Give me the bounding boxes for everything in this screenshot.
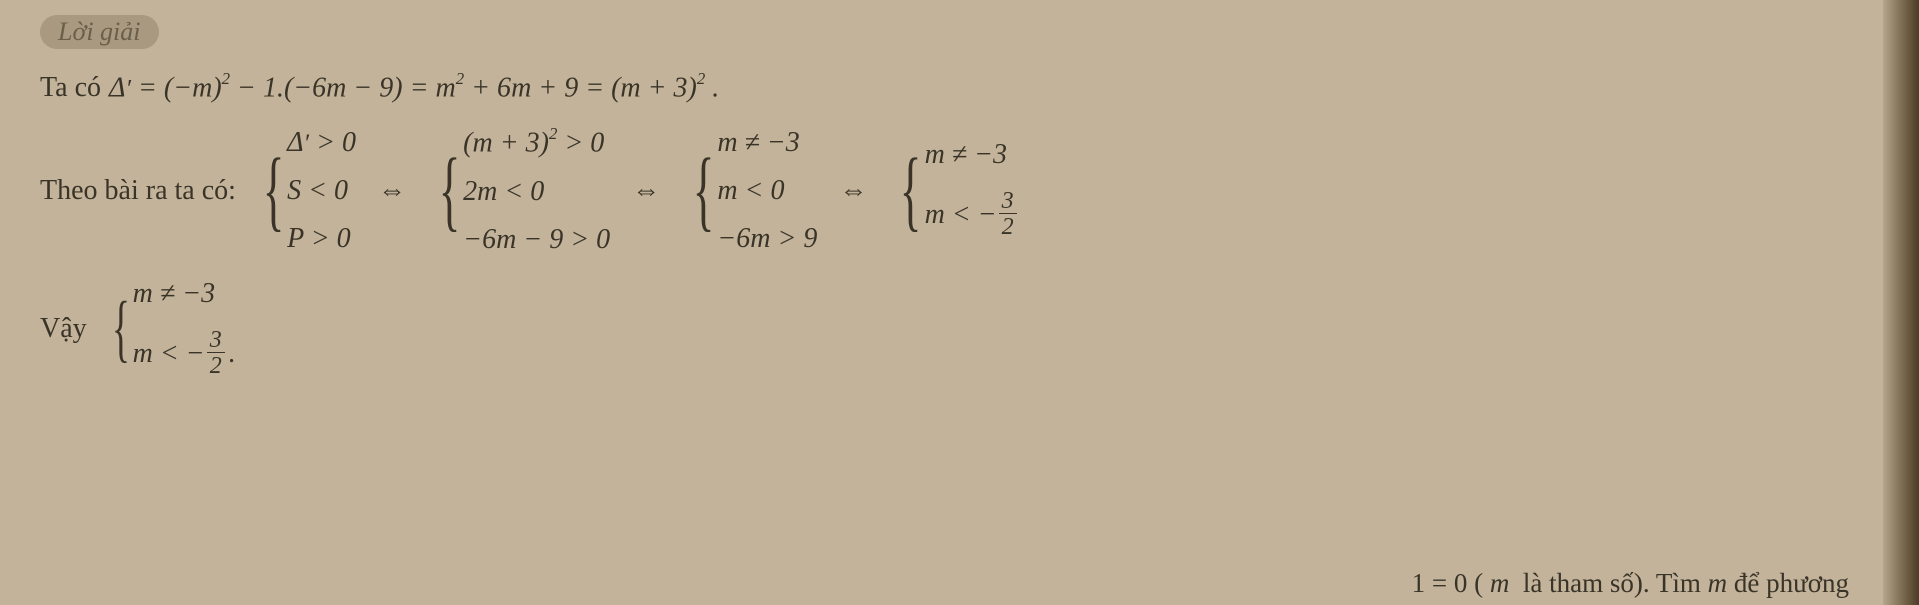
line2-lead: Theo bài ra ta có: (40, 175, 236, 207)
sys1-r1: Δ′ > 0 (287, 127, 356, 159)
frac-num: 3 (999, 189, 1017, 213)
line1-expr: Δ′ = (−m)2 − 1.(−6m − 9) = m2 + 6m + 9 =… (109, 71, 719, 104)
sys2-r2: 2m < 0 (463, 176, 610, 208)
iff-3: ⇔ (839, 175, 867, 207)
brace-icon: { (439, 150, 461, 231)
frac-den: 2 (207, 352, 225, 379)
line-vay: Vậy { m ≠ −3 m < −32. (40, 274, 1879, 385)
brace-icon: { (263, 150, 285, 231)
vay-label: Vậy (40, 313, 87, 345)
sys3-r2: m < 0 (717, 175, 817, 207)
dot: . (229, 338, 236, 369)
sys4-r2: m < −32 (925, 191, 1019, 242)
sys2-r1: (m + 3)2 > 0 (463, 126, 610, 159)
sys2-r3: −6m − 9 > 0 (463, 224, 610, 256)
sys1-r2: S < 0 (287, 175, 356, 207)
vay-r1: m ≠ −3 (133, 278, 236, 310)
iff-1: ⇔ (378, 175, 406, 207)
system-3: { m ≠ −3 m < 0 −6m > 9 (682, 123, 817, 259)
bottom-cutoff-text: 1 = 0 ( m là tham số). Tìm m để phương (1412, 568, 1849, 599)
brace-icon: { (900, 150, 922, 231)
line-1: Ta có Δ′ = (−m)2 − 1.(−6m − 9) = m2 + 6m… (40, 71, 1879, 104)
frac-num: 3 (207, 328, 225, 352)
system-2: { (m + 3)2 > 0 2m < 0 −6m − 9 > 0 (428, 122, 610, 259)
iff-2: ⇔ (632, 175, 660, 207)
system-4: { m ≠ −3 m < −32 (889, 135, 1018, 246)
sys1-r3: P > 0 (287, 223, 356, 255)
frac-den: 2 (999, 213, 1017, 240)
page-edge-shadow (1883, 0, 1919, 605)
system-vay: { m ≠ −3 m < −32. (103, 274, 236, 385)
sys3-r1: m ≠ −3 (717, 127, 817, 159)
brace-icon: { (693, 150, 715, 231)
brace-icon: { (112, 295, 130, 363)
vay-r2: m < −32. (133, 330, 236, 381)
sys4-r1: m ≠ −3 (925, 139, 1019, 171)
sys3-r3: −6m > 9 (717, 223, 817, 255)
system-1: { Δ′ > 0 S < 0 P > 0 (252, 123, 356, 259)
line-2: Theo bài ra ta có: { Δ′ > 0 S < 0 P > 0 … (40, 122, 1879, 259)
line1-lead: Ta có (40, 72, 101, 104)
solution-badge: Lời giải (40, 15, 159, 49)
